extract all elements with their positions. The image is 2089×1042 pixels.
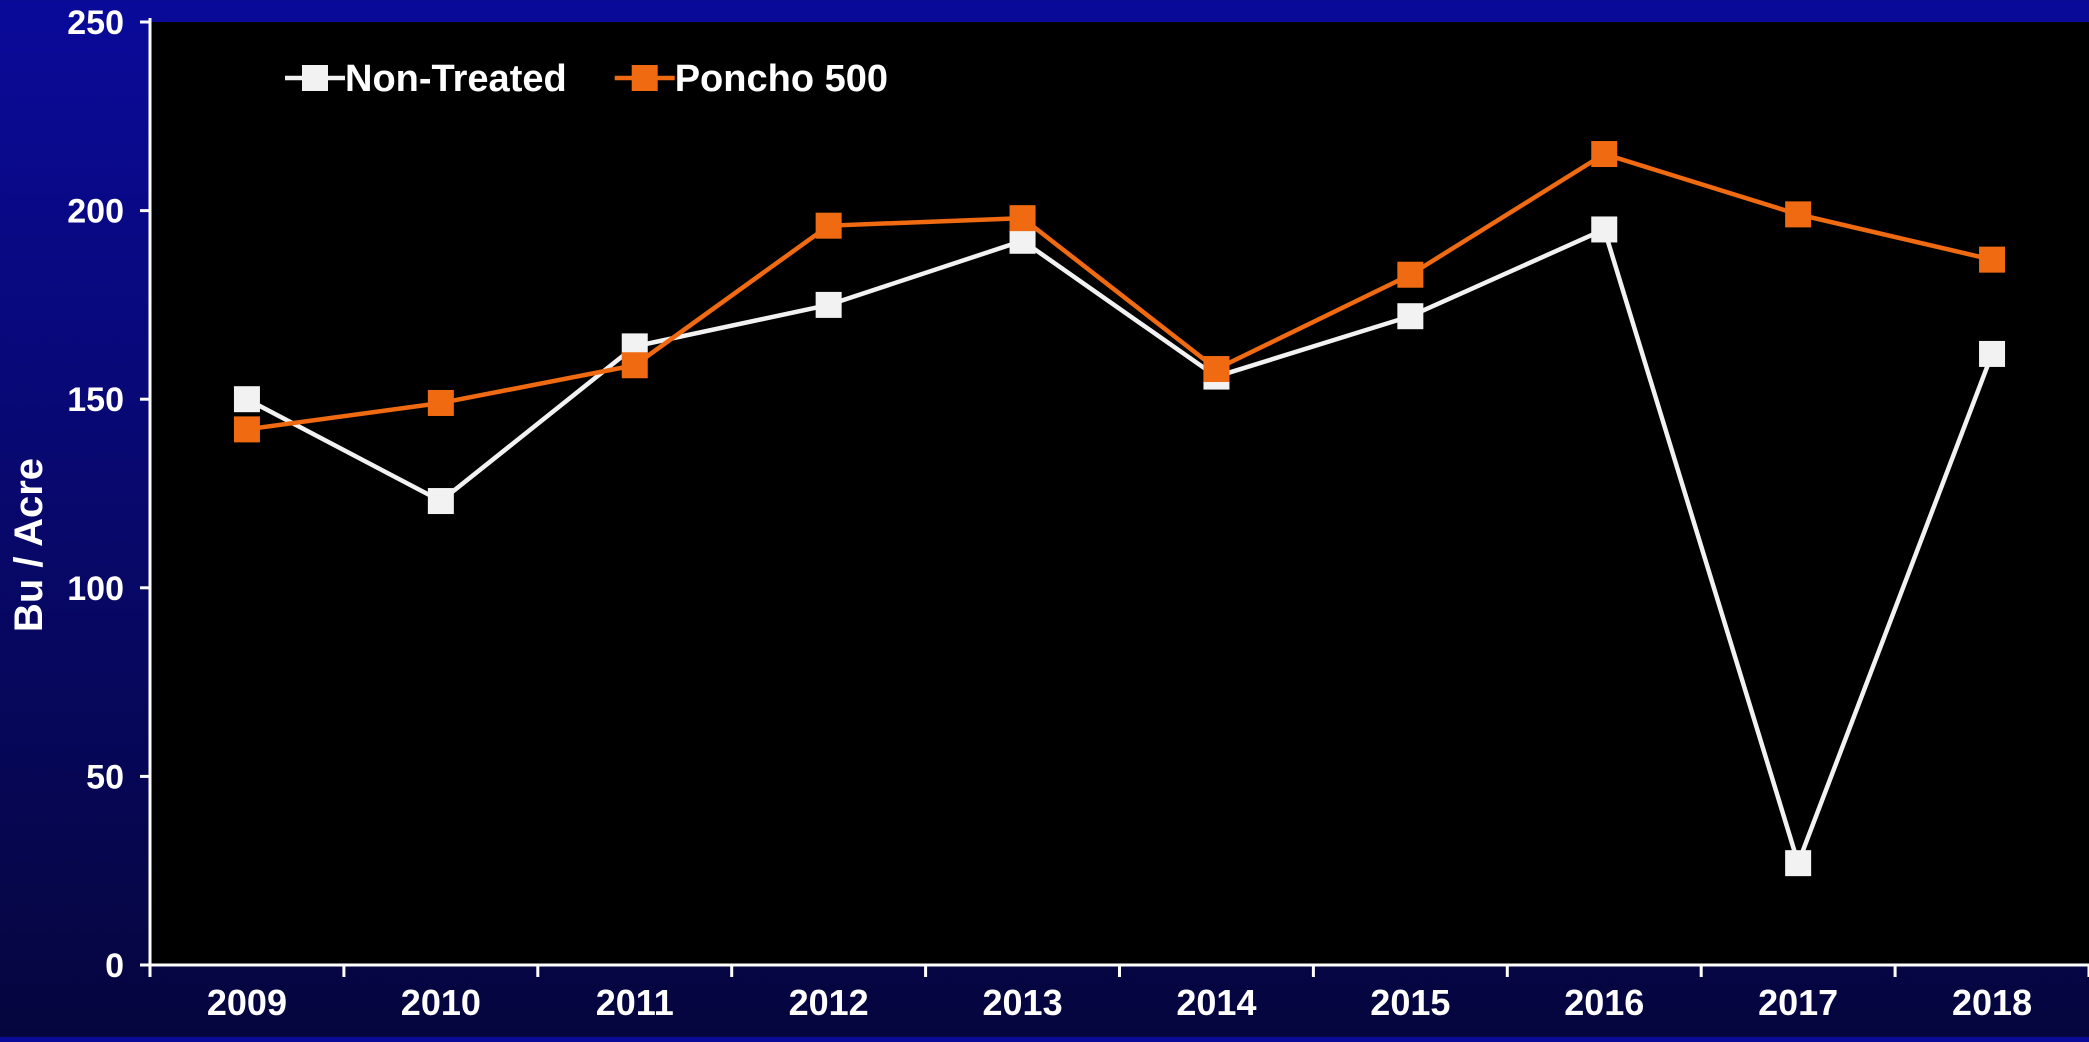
data-point-marker <box>1591 141 1618 168</box>
y-tick-label: 0 <box>105 947 124 985</box>
y-axis-label: Bu / Acre <box>7 458 51 632</box>
y-tick-label: 150 <box>67 381 124 419</box>
data-point-marker <box>1203 356 1230 383</box>
y-tick-label: 250 <box>67 4 124 42</box>
data-point-marker <box>1397 303 1424 330</box>
x-tick-label: 2013 <box>983 982 1063 1023</box>
data-point-marker <box>1591 216 1618 243</box>
x-tick-label: 2014 <box>1176 982 1256 1023</box>
data-point-marker <box>1397 261 1424 288</box>
legend-label: Non-Treated <box>345 58 567 100</box>
data-point-marker <box>233 416 260 443</box>
data-point-marker <box>1009 227 1036 254</box>
data-point-marker <box>1979 340 2006 367</box>
x-tick-label: 2012 <box>789 982 869 1023</box>
x-tick-label: 2010 <box>401 982 481 1023</box>
legend-item: Poncho 500 <box>614 58 888 100</box>
series-line <box>245 227 1995 866</box>
legend-item: Non-Treated <box>285 58 567 100</box>
y-tick-label: 50 <box>86 758 124 796</box>
data-point-marker <box>815 212 842 239</box>
legend-marker-swatch <box>302 65 328 91</box>
data-point-marker <box>815 291 842 318</box>
data-point-marker <box>233 386 260 413</box>
data-point-marker <box>1979 246 2006 273</box>
data-point-marker <box>427 488 454 515</box>
x-tick-label: 2016 <box>1564 982 1644 1023</box>
x-tick-label: 2017 <box>1758 982 1838 1023</box>
data-point-marker <box>1785 850 1812 877</box>
data-point-marker <box>427 389 454 416</box>
series-line <box>246 151 1993 432</box>
data-point-marker <box>1785 201 1812 228</box>
y-tick-label: 100 <box>67 570 124 608</box>
x-tick-label: 2011 <box>596 982 674 1023</box>
legend-marker-swatch <box>631 65 658 91</box>
x-tick-label: 2009 <box>207 982 287 1023</box>
data-point-marker <box>1009 205 1036 232</box>
legend-label: Poncho 500 <box>675 58 888 100</box>
x-tick-label: 2015 <box>1370 982 1450 1023</box>
series-poncho-500 <box>233 141 2006 443</box>
plot-area <box>150 22 2089 965</box>
y-tick-label: 200 <box>67 193 124 231</box>
series-non-treated <box>233 216 2006 877</box>
data-point-marker <box>621 352 648 379</box>
x-tick-label: 2018 <box>1952 982 2032 1023</box>
legend: Non-Treated Poncho 500 <box>285 58 888 100</box>
